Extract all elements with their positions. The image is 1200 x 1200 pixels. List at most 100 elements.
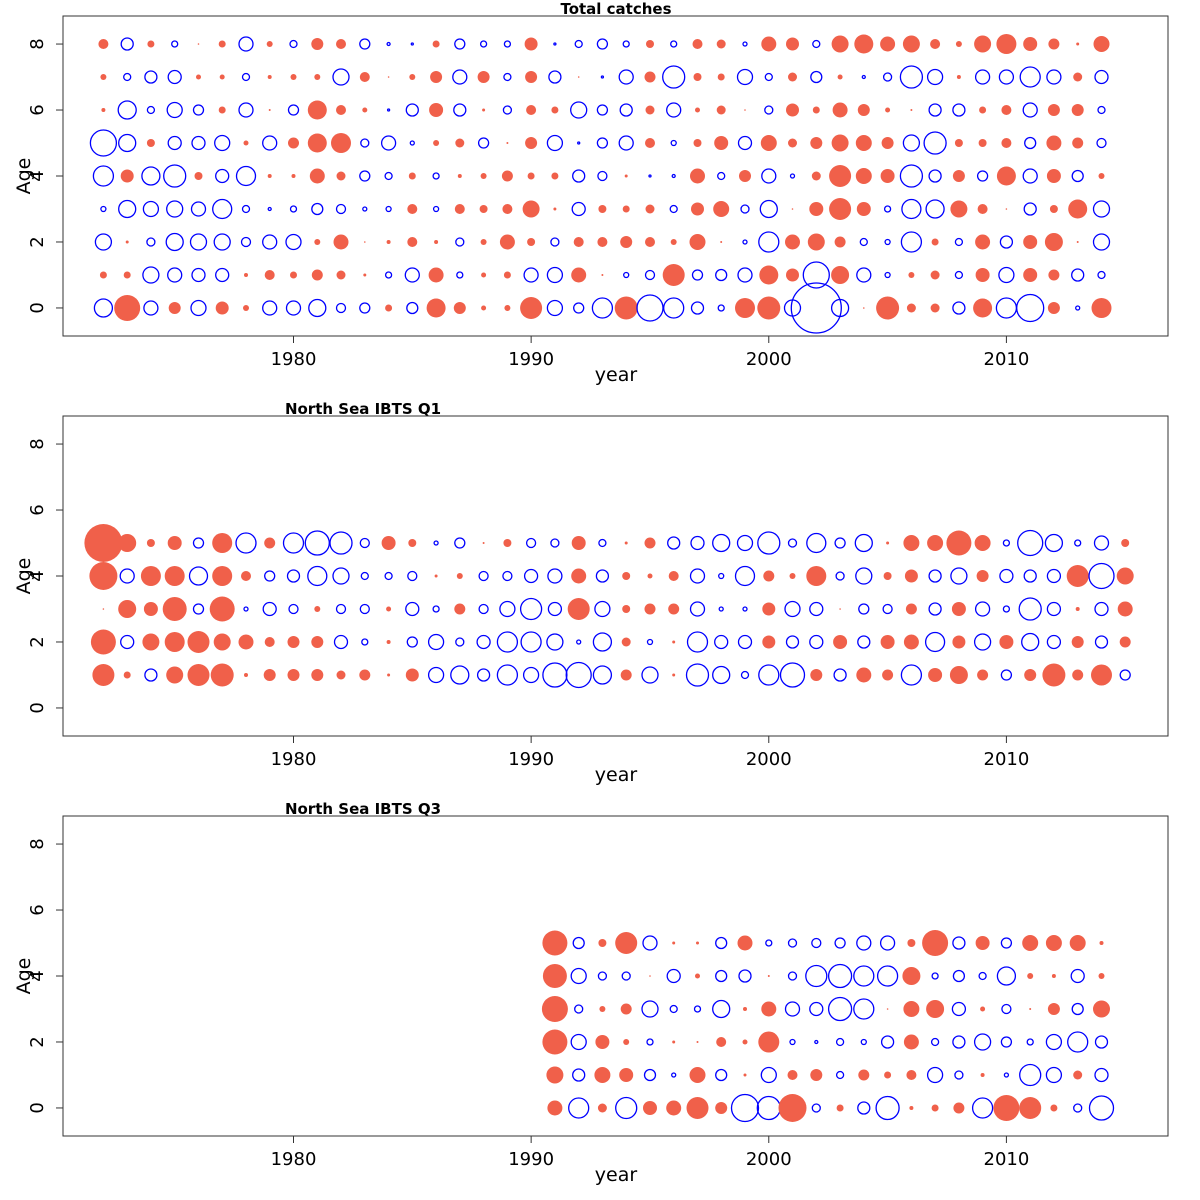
bubble-negative: [618, 69, 634, 85]
bubble-positive: [244, 673, 248, 677]
bubble-negative: [285, 233, 302, 251]
bubble-negative: [94, 233, 113, 251]
bubble-negative: [386, 108, 391, 112]
bubble-positive: [812, 106, 820, 114]
bubble-negative: [690, 535, 705, 551]
bubble-negative: [240, 236, 252, 248]
bubble-positive: [1029, 1008, 1032, 1010]
bubble-negative: [289, 39, 298, 49]
panel-title: Total catches: [560, 0, 671, 18]
bubble-positive: [908, 272, 915, 278]
y-tick-label: 2: [27, 1036, 48, 1047]
bubble-positive: [672, 1040, 676, 1044]
bubble-negative: [89, 129, 118, 157]
bubble-negative: [499, 600, 516, 618]
bubble-negative: [596, 38, 609, 50]
bubble-negative: [546, 299, 564, 317]
bubble-negative: [861, 74, 866, 80]
bubble-negative: [924, 631, 946, 653]
y-axis-label: Age: [13, 558, 35, 595]
bubble-positive: [621, 637, 631, 647]
bubble-positive: [977, 204, 988, 214]
bubble-negative: [1094, 1067, 1109, 1083]
bubble-positive: [786, 268, 799, 282]
bubble-positive: [314, 74, 321, 80]
bubble-negative: [503, 40, 512, 48]
bubble-negative: [899, 164, 924, 188]
bubble-positive: [974, 35, 992, 53]
bubble-positive: [831, 134, 849, 152]
bubble-negative: [546, 266, 564, 284]
bubble-positive: [854, 34, 874, 54]
bubble-positive: [140, 566, 161, 586]
bubble-positive: [482, 542, 485, 544]
bubble-negative: [811, 937, 822, 949]
bubble-positive: [1005, 208, 1008, 210]
bubble-positive: [120, 169, 134, 183]
bubble-positive: [336, 39, 346, 49]
x-axis-label: year: [595, 764, 638, 786]
bubble-negative: [730, 1093, 760, 1123]
bubble-negative: [900, 664, 923, 686]
bubble-negative: [952, 1035, 966, 1049]
bubble-positive: [922, 930, 949, 956]
bubble-negative: [1046, 69, 1062, 85]
bubble-positive: [311, 269, 323, 281]
bubble-negative: [805, 964, 828, 988]
bubble-positive: [527, 238, 536, 246]
bubble-positive: [187, 631, 210, 653]
bubble-negative: [146, 105, 156, 115]
bubble-positive: [314, 606, 321, 612]
bubble-positive: [243, 140, 249, 146]
bubble-negative: [432, 205, 440, 213]
bubble-negative: [144, 668, 158, 682]
bubble-positive: [433, 140, 440, 146]
bubble-positive: [886, 541, 890, 545]
bubble-positive: [763, 570, 775, 582]
bubble-positive: [716, 1037, 727, 1047]
bubble-positive: [644, 71, 656, 83]
bubble-positive: [668, 571, 679, 581]
bubble-negative: [789, 173, 796, 179]
bubble-positive: [1072, 137, 1084, 149]
bubble-negative: [976, 170, 989, 182]
bubble-negative: [476, 668, 491, 682]
bubble-negative: [779, 662, 806, 688]
bubble-positive: [1050, 1104, 1058, 1112]
bubble-negative: [502, 570, 513, 582]
bubble-negative: [669, 1004, 678, 1014]
bubble-positive: [1047, 302, 1060, 314]
bubble-negative: [166, 101, 183, 119]
bubble-positive: [331, 133, 351, 153]
bubble-positive: [624, 541, 628, 545]
x-tick-label: 1990: [508, 349, 554, 370]
bubble-negative: [1094, 1035, 1109, 1049]
bubble-negative: [385, 205, 392, 213]
bubble-negative: [455, 237, 465, 247]
bubble-positive: [620, 236, 633, 248]
bubble-positive: [499, 234, 515, 250]
bubble-negative: [827, 996, 853, 1022]
bubble-positive: [953, 1102, 965, 1114]
bubble-negative: [359, 537, 370, 549]
bubble-positive: [407, 237, 418, 247]
bubble-positive: [123, 271, 131, 279]
bubble-positive: [547, 1100, 563, 1116]
bubble-negative: [143, 300, 159, 316]
bubble-positive: [1069, 935, 1086, 951]
bubble-positive: [689, 1067, 706, 1083]
bubble-negative: [1074, 539, 1082, 547]
bubble-negative: [1044, 533, 1064, 553]
bubble-negative: [1046, 601, 1062, 617]
bubble-positive: [595, 1035, 610, 1049]
bubble-negative: [304, 530, 330, 556]
bubble-positive: [696, 1041, 699, 1043]
bubble-negative: [359, 170, 371, 182]
bubble-negative: [811, 1103, 821, 1113]
bubble-negative: [191, 135, 206, 151]
bubble-negative: [1045, 1033, 1063, 1051]
bubble-positive: [166, 666, 184, 684]
bubble-positive: [1091, 298, 1112, 318]
bubble-positive: [761, 1001, 777, 1017]
bubble-negative: [576, 639, 582, 645]
